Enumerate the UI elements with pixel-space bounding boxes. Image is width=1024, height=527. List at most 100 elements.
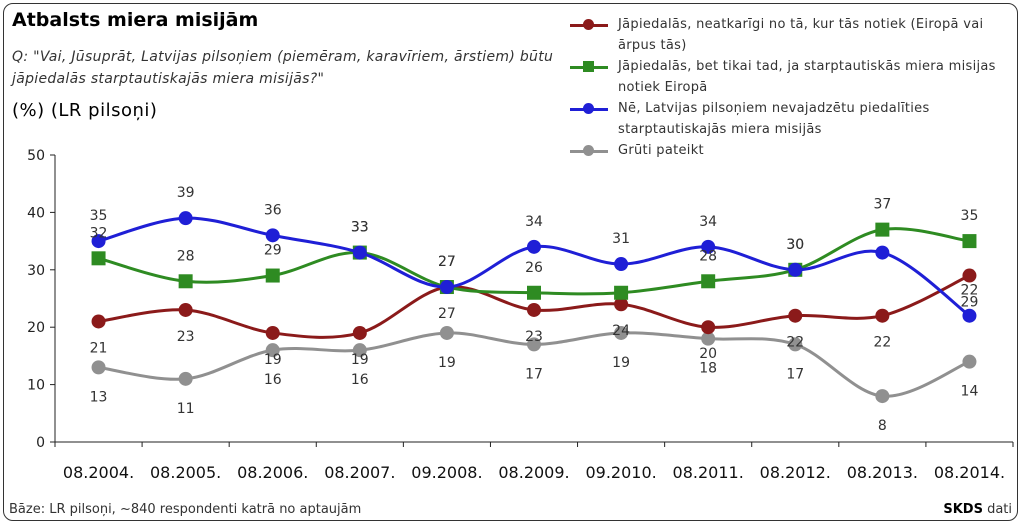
- data-point: [265, 325, 280, 340]
- data-point: [614, 297, 629, 312]
- data-label: 32: [90, 225, 108, 241]
- y-tick-label: 0: [36, 435, 45, 451]
- data-label: 18: [699, 361, 717, 377]
- data-label: 16: [351, 372, 369, 388]
- data-label: 21: [90, 340, 108, 356]
- data-label: 34: [699, 214, 717, 230]
- legend-label: Grūti pateikt: [618, 143, 704, 158]
- data-point: [875, 308, 890, 323]
- data-point: [352, 245, 367, 260]
- x-tick-label: 08.2004.: [63, 463, 134, 482]
- data-label: 13: [90, 389, 108, 405]
- data-label: 14: [961, 384, 979, 400]
- data-point: [614, 325, 629, 340]
- data-point: [875, 222, 890, 237]
- legend-item: Jāpiedalās, bet tikai tad, ja starptauti…: [566, 56, 1016, 98]
- data-label: 19: [438, 355, 456, 371]
- data-label: 26: [525, 260, 543, 276]
- data-label: 17: [786, 366, 804, 382]
- data-label: 30: [786, 237, 804, 253]
- data-point: [788, 262, 803, 277]
- data-point: [614, 285, 629, 300]
- data-label: 28: [177, 248, 195, 264]
- data-label: 22: [786, 335, 804, 351]
- legend: Jāpiedalās, neatkarīgi no tā, kur tās no…: [566, 14, 1016, 161]
- chart-question: Q: "Vai, Jūsuprāt, Latvijas pilsoņiem (p…: [12, 49, 554, 87]
- data-label: 31: [612, 231, 630, 247]
- data-label: 35: [90, 208, 108, 224]
- x-tick-label: 08.2012.: [760, 463, 831, 482]
- data-label: 8: [878, 418, 887, 434]
- y-tick-label: 10: [27, 378, 45, 394]
- data-label: 35: [961, 208, 979, 224]
- data-point: [962, 268, 977, 283]
- legend-marker: [583, 19, 594, 30]
- legend-label: Jāpiedalās, bet tikai tad, ja starptauti…: [618, 59, 996, 95]
- data-label: 19: [612, 355, 630, 371]
- data-point: [439, 280, 454, 295]
- data-label: 23: [177, 329, 195, 345]
- data-label: 34: [525, 214, 543, 230]
- data-label: 19: [264, 352, 282, 368]
- data-label: 39: [177, 185, 195, 201]
- data-point: [788, 337, 803, 352]
- legend-item: Nē, Latvijas pilsoņiem nevajadzētu pieda…: [566, 98, 1016, 140]
- data-point: [962, 234, 977, 249]
- data-point: [352, 343, 367, 358]
- legend-marker: [583, 145, 594, 156]
- footnote: Bāze: LR pilsoņi, ~840 respondenti katrā…: [9, 502, 362, 517]
- data-label: 36: [264, 202, 282, 218]
- data-point: [614, 257, 629, 272]
- data-point: [527, 302, 541, 317]
- data-label: 20: [699, 346, 717, 362]
- data-point: [91, 314, 106, 329]
- data-point: [527, 285, 541, 300]
- data-point: [701, 274, 716, 289]
- data-label: 37: [873, 197, 891, 213]
- y-tick-label: 30: [27, 263, 45, 279]
- data-point: [701, 320, 716, 335]
- data-label: 33: [351, 220, 369, 236]
- x-tick-label: 08.2007.: [324, 463, 395, 482]
- data-point: [265, 343, 280, 358]
- legend-item: Jāpiedalās, neatkarīgi no tā, kur tās no…: [566, 14, 1016, 56]
- data-point: [178, 371, 193, 386]
- data-label: 19: [351, 352, 369, 368]
- x-tick-label: 08.2011.: [673, 463, 744, 482]
- legend-item: Grūti pateikt: [566, 140, 1016, 161]
- chart-unit: (%) (LR pilsoņi): [12, 100, 158, 121]
- data-point: [352, 325, 367, 340]
- data-point: [527, 337, 541, 352]
- x-tick-label: 08.2013.: [847, 463, 918, 482]
- x-tick-label: 09.2010.: [585, 463, 656, 482]
- y-tick-label: 50: [27, 148, 45, 164]
- x-tick-label: 08.2009.: [498, 463, 569, 482]
- data-label: 27: [438, 254, 456, 270]
- chart-title: Atbalsts miera misijām: [12, 9, 259, 31]
- data-point: [875, 245, 890, 260]
- data-label: 33: [351, 220, 369, 236]
- data-point: [178, 211, 193, 226]
- x-tick-label: 08.2005.: [150, 463, 221, 482]
- data-point: [91, 234, 106, 249]
- data-point: [439, 325, 454, 340]
- x-tick-label: 09.2008.: [411, 463, 482, 482]
- data-label: 22: [873, 335, 891, 351]
- legend-label: Nē, Latvijas pilsoņiem nevajadzētu pieda…: [618, 101, 930, 137]
- data-label: 17: [525, 366, 543, 382]
- data-point: [265, 228, 280, 243]
- data-point: [265, 268, 280, 283]
- data-label: 24: [612, 323, 630, 339]
- data-label: 16: [264, 372, 282, 388]
- data-point: [91, 251, 106, 266]
- data-label: 27: [438, 254, 456, 270]
- source-label: SKDS dati: [943, 502, 1012, 517]
- data-label: 11: [177, 401, 195, 417]
- data-point: [962, 308, 977, 323]
- chart-frame: [3, 3, 1018, 521]
- source-brand: SKDS: [943, 502, 983, 517]
- y-tick-label: 20: [27, 320, 45, 336]
- data-point: [178, 302, 193, 317]
- data-label: 22: [961, 283, 979, 299]
